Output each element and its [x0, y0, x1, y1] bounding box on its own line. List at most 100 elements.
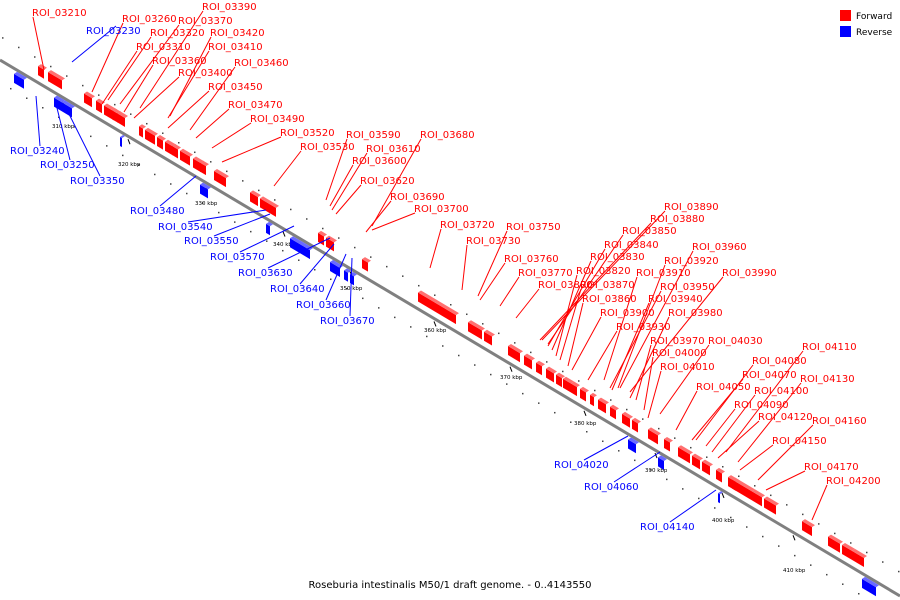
gene-body [165, 141, 173, 156]
legend-forward-label: Forward [856, 12, 892, 22]
gene-body [172, 145, 178, 159]
forward-leader [32, 16, 45, 71]
reverse-gene-label: ROI_03630 [238, 268, 293, 279]
forward-gene [716, 467, 725, 483]
guide-dot [682, 488, 684, 490]
forward-gene-label: ROI_04070 [742, 370, 797, 381]
forward-leader [329, 164, 354, 207]
gene-top [214, 168, 229, 179]
gene-body [828, 536, 840, 553]
gene-top [648, 427, 661, 436]
forward-leader [617, 264, 666, 389]
guide-dot [722, 465, 724, 468]
reverse-leader [187, 209, 267, 223]
gene-body [14, 73, 24, 89]
forward-leader [325, 138, 348, 201]
guide-dot [234, 221, 236, 223]
forward-leader [195, 108, 230, 139]
forward-gene [418, 290, 459, 325]
forward-gene-label: ROI_03490 [250, 114, 305, 125]
gene-top [508, 344, 523, 354]
forward-leader [461, 244, 468, 291]
forward-leader [167, 90, 210, 129]
forward-gene-label: ROI_03820 [576, 266, 631, 277]
forward-gene [180, 148, 193, 166]
forward-gene [48, 70, 65, 90]
forward-leader [211, 122, 252, 149]
guide-dot [674, 437, 676, 439]
guide-dot [330, 278, 332, 281]
reverse-gene-label: ROI_03480 [130, 206, 185, 217]
gene-top [48, 70, 65, 81]
guide-dot [834, 532, 836, 535]
reverse-leader [325, 253, 347, 301]
gene-top [38, 64, 47, 70]
gene-body [139, 126, 143, 138]
guide-dot [338, 237, 340, 239]
reverse-gene-label: ROI_03350 [70, 176, 125, 187]
tick-label: 310 kbp [52, 124, 75, 130]
forward-leader [609, 290, 662, 389]
guide-dot [858, 592, 860, 595]
gene-top [852, 548, 867, 559]
gene-top [468, 320, 485, 331]
forward-leader [757, 424, 814, 481]
gene-top [362, 257, 371, 263]
tick-label: 370 kbp [500, 375, 523, 381]
forward-gene [622, 411, 633, 428]
forward-gene [563, 376, 574, 393]
reverse-gene [628, 437, 639, 454]
guide-dot [778, 545, 780, 547]
gene-top [318, 230, 327, 237]
gene-top [828, 534, 843, 544]
forward-gene-label: ROI_03620 [360, 176, 415, 187]
gene-body [556, 374, 562, 388]
gene-top [598, 397, 609, 405]
gene-body [112, 110, 118, 123]
gene-top [610, 404, 619, 411]
forward-gene [362, 257, 371, 272]
gene-top [145, 127, 158, 136]
gene-top [172, 143, 181, 150]
guide-dot [434, 294, 436, 296]
forward-leader [711, 394, 756, 453]
reverse-gene-label: ROI_03670 [320, 316, 375, 327]
guide-dot [794, 554, 796, 557]
gene-body [326, 237, 334, 252]
gene-body [648, 429, 658, 445]
forward-leader [659, 344, 710, 415]
forward-gene [852, 548, 867, 568]
gene-top [752, 489, 765, 498]
forward-leader [119, 24, 180, 105]
guide-dot [322, 227, 324, 230]
forward-gene-label: ROI_04100 [754, 386, 809, 397]
gene-top [622, 411, 633, 419]
guide-dot [354, 246, 356, 249]
gene-top [842, 542, 855, 551]
forward-leader [273, 150, 302, 187]
guide-dot [562, 370, 564, 373]
forward-gene-label: ROI_03940 [648, 294, 703, 305]
forward-leader [101, 50, 138, 105]
guide-dot [410, 326, 412, 328]
reverse-gene-label: ROI_04140 [640, 522, 695, 533]
forward-gene-label: ROI_03930 [616, 322, 671, 333]
guide-dot [810, 564, 812, 566]
legend-reverse-label: Reverse [856, 28, 893, 38]
forward-gene-label: ROI_03830 [590, 252, 645, 263]
forward-gene-label: ROI_03260 [122, 14, 177, 25]
guide-dot [90, 135, 92, 138]
forward-leader [371, 212, 416, 231]
forward-gene [214, 168, 229, 188]
forward-gene [598, 397, 609, 414]
forward-leader [567, 302, 584, 367]
guide-dot [42, 107, 44, 109]
forward-leader [477, 230, 508, 297]
forward-leader [611, 302, 650, 391]
gene-body [318, 232, 324, 246]
forward-gene-label: ROI_04200 [826, 476, 881, 487]
forward-leader [647, 370, 662, 419]
gene-body [104, 105, 114, 121]
reverse-gene [200, 182, 211, 199]
gene-body [157, 137, 163, 150]
